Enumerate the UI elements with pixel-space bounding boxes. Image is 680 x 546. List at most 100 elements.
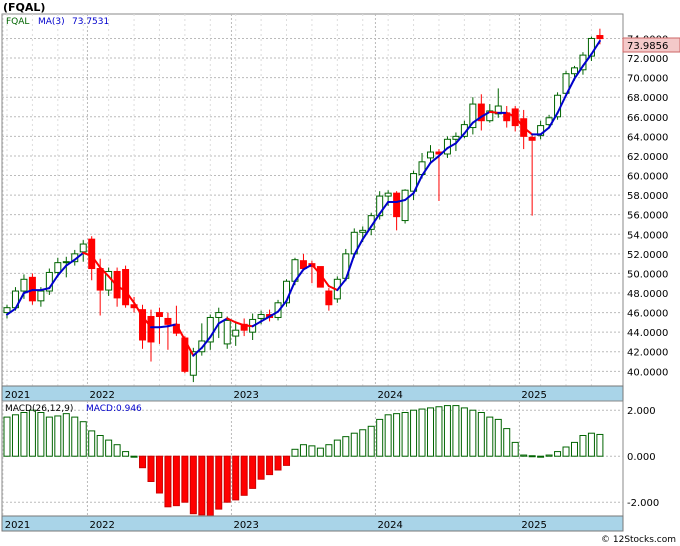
price-x-tick-label: 2024	[377, 390, 402, 401]
price-y-tick-label: 56.0000	[627, 211, 668, 222]
macd-bar	[376, 418, 384, 457]
macd-bar	[537, 455, 545, 458]
macd-bar	[443, 405, 451, 457]
candle-body	[45, 271, 53, 292]
macd-bar	[342, 436, 350, 457]
ma3-segment	[226, 317, 237, 324]
macd-bar	[359, 429, 367, 457]
ma3-segment	[39, 287, 51, 292]
candle-body	[452, 135, 460, 140]
ma3-segment	[429, 154, 440, 164]
macd-bar	[266, 455, 274, 476]
macd-x-tick-label: 2023	[233, 520, 258, 531]
macd-bar	[11, 414, 19, 457]
macd-bar	[105, 439, 113, 457]
price-y-tick-label: 68.0000	[627, 93, 668, 104]
candle-body	[62, 261, 70, 264]
macd-bar	[122, 451, 130, 457]
ma3-segment	[183, 338, 195, 357]
macd-bar	[113, 444, 121, 457]
macd-bar	[223, 455, 231, 503]
price-x-tick-label: 2025	[521, 390, 546, 401]
ma3-segment	[99, 266, 110, 278]
macd-bar	[460, 407, 468, 457]
ma3-segment	[437, 147, 449, 157]
macd-bar	[206, 455, 214, 517]
ma3-segment	[353, 238, 364, 256]
candle-body	[3, 307, 11, 314]
price-y-tick-label: 58.0000	[627, 191, 668, 202]
macd-bar	[325, 444, 333, 457]
macd-bar	[393, 413, 401, 457]
ma3-segment	[277, 299, 288, 313]
candle-body	[206, 316, 214, 343]
ma3-segment	[395, 199, 407, 203]
macd-x-tick-label: 2021	[5, 520, 30, 531]
macd-bar	[28, 409, 36, 457]
macd-bar	[427, 407, 434, 457]
candle-body	[427, 151, 434, 159]
ma3-segment	[14, 292, 25, 310]
ma3-segment	[285, 280, 296, 302]
macd-bar	[283, 455, 291, 466]
macd-bar	[350, 432, 358, 457]
macd-x-tick-label: 2022	[89, 520, 114, 531]
price-y-tick-label: 72.0000	[627, 54, 668, 65]
candle-body	[139, 309, 147, 341]
price-y-tick-label: 40.0000	[627, 367, 668, 378]
macd-x-axis-labels: 2021 2022 2023 2024 2025	[5, 520, 547, 531]
ma3-segment	[573, 64, 584, 80]
macd-bar	[477, 412, 485, 457]
macd-bar	[308, 445, 316, 457]
candle-body	[570, 67, 578, 75]
macd-bar	[520, 454, 528, 457]
macd-bar	[71, 416, 79, 457]
macd-bar	[579, 435, 587, 457]
ma3-segment	[539, 126, 551, 136]
ma3-segment	[217, 317, 229, 325]
ma3-segment	[251, 320, 263, 328]
macd-bar	[96, 435, 104, 457]
chart-title: (FQAL)	[3, 1, 45, 14]
ma3-segment	[556, 94, 568, 114]
macd-y-axis-labels: 2.000 0.000 -2.000	[627, 406, 659, 509]
macd-bar	[367, 425, 375, 457]
macd-bar	[240, 455, 248, 496]
macd-bar	[494, 418, 502, 457]
ma3-segment	[166, 323, 178, 328]
price-y-tick-label: 42.0000	[627, 348, 668, 359]
ma3-segment	[65, 258, 76, 267]
ma3-segment	[344, 253, 356, 281]
macd-panel-frame	[1, 400, 624, 532]
candle-body	[469, 103, 477, 129]
macd-bar	[198, 455, 206, 516]
macd-y-tick-label: 2.000	[627, 406, 656, 417]
ma3-segment	[370, 212, 381, 228]
price-x-tick-label: 2022	[89, 390, 114, 401]
macd-bar	[486, 416, 494, 457]
price-x-tick-label: 2021	[5, 390, 30, 401]
macd-bar	[511, 441, 519, 457]
ma3-segment	[260, 315, 271, 323]
ma3-segment	[378, 200, 390, 215]
macd-bar	[20, 412, 28, 457]
price-panel: 40.0000 42.0000 44.0000 46.0000 48.0000 50.00…	[1, 1, 680, 402]
ma3-segment	[488, 110, 500, 114]
candle-body	[20, 278, 28, 292]
last-price-label: 73.9856	[627, 41, 668, 52]
candle-body	[359, 229, 367, 233]
price-y-tick-label: 64.0000	[627, 132, 668, 143]
ma3-segment	[90, 254, 102, 269]
macd-bar	[172, 455, 180, 507]
candle-body	[316, 266, 324, 288]
macd-bar	[562, 446, 570, 457]
ma3-segment	[192, 346, 203, 357]
ma3-segment	[404, 192, 415, 201]
macd-bar	[62, 413, 70, 457]
price-y-tick-label: 48.0000	[627, 289, 668, 300]
candle-body	[37, 290, 45, 302]
ma3-segment	[293, 268, 305, 283]
ma3-segment	[302, 263, 313, 271]
price-panel-frame	[1, 13, 624, 401]
